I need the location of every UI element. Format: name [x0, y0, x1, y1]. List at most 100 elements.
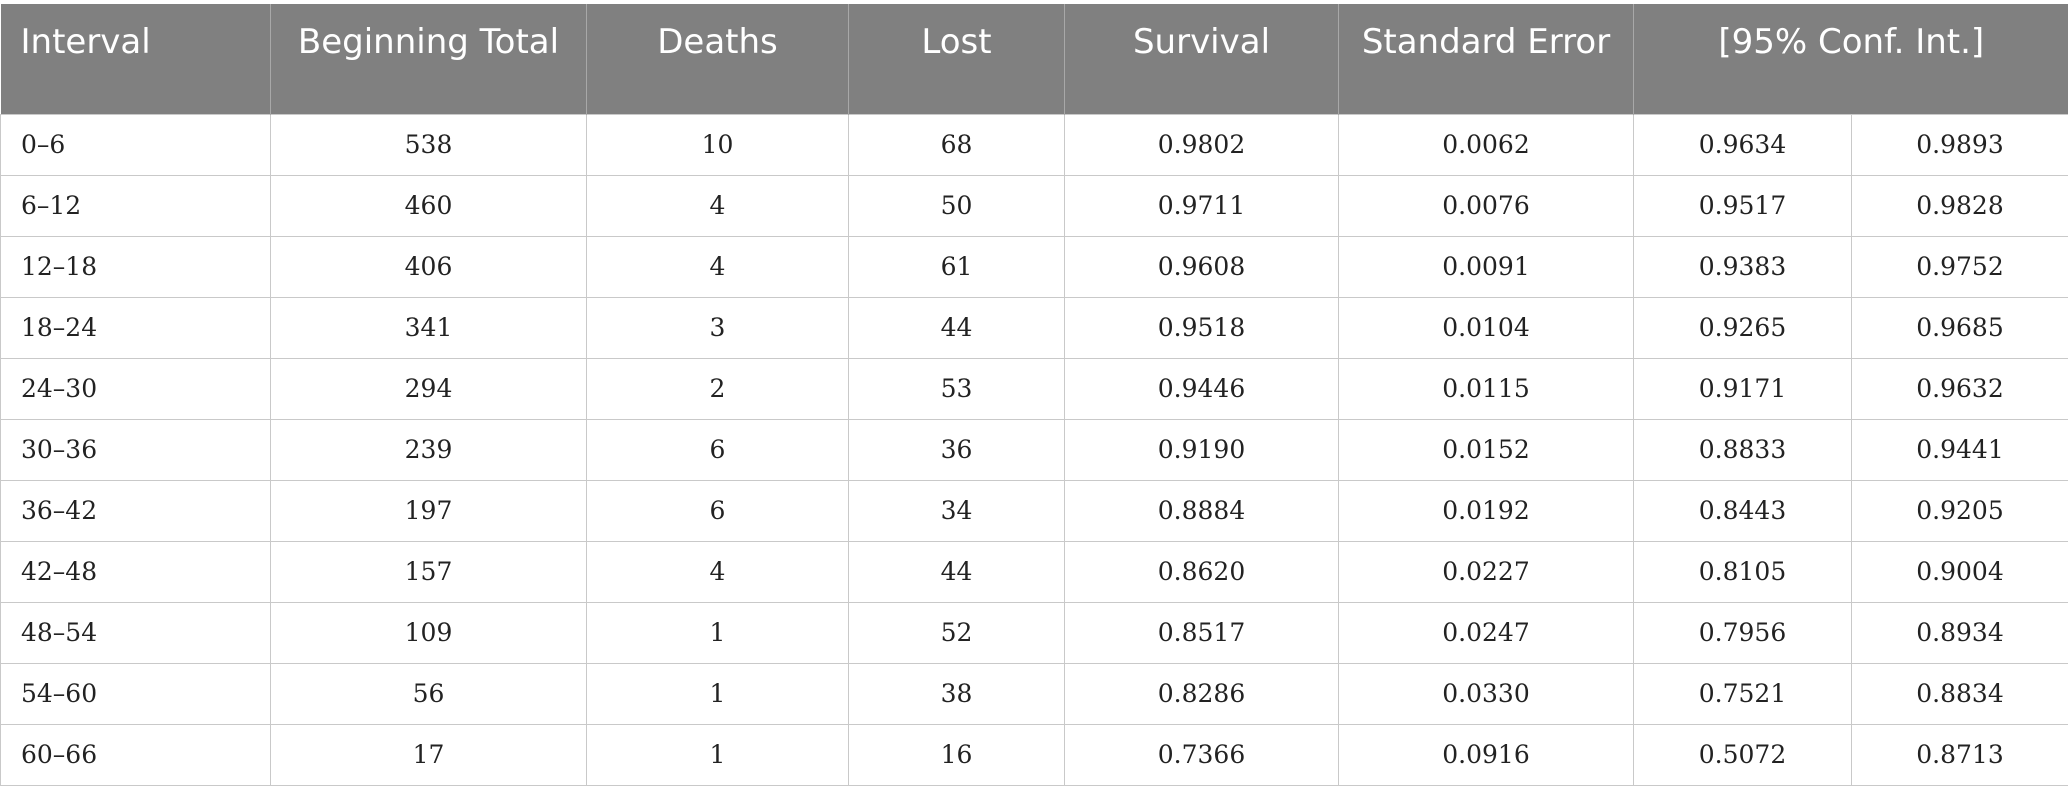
deaths-cell: 1 [586, 601, 849, 664]
conf-int-upper-cell: 0.9441 [1850, 418, 2068, 481]
interval-cell: 12–18 [0, 235, 271, 298]
conf-int-upper-cell: 0.9685 [1850, 296, 2068, 359]
standard-error-cell: 0.0330 [1338, 662, 1634, 725]
standard-error-cell: 0.0115 [1338, 357, 1634, 420]
beginning-total-cell: 294 [270, 357, 587, 420]
interval-cell: 60–66 [0, 723, 271, 786]
beginning-total-cell: 460 [270, 174, 587, 237]
deaths-cell: 1 [586, 662, 849, 725]
deaths-cell: 1 [586, 723, 849, 786]
interval-cell: 24–30 [0, 357, 271, 420]
interval-cell: 54–60 [0, 662, 271, 725]
deaths-cell: 6 [586, 418, 849, 481]
header-row: Interval Beginning Total Deaths Lost Sur… [0, 4, 2068, 114]
survival-cell: 0.8884 [1064, 479, 1339, 542]
life-table: Interval Beginning Total Deaths Lost Sur… [0, 4, 2068, 786]
survival-cell: 0.7366 [1064, 723, 1339, 786]
standard-error-cell: 0.0076 [1338, 174, 1634, 237]
lost-cell: 61 [848, 235, 1065, 298]
survival-cell: 0.8286 [1064, 662, 1339, 725]
beginning-total-cell: 56 [270, 662, 587, 725]
table-body: 0–6 538 10 68 0.9802 0.0062 0.9634 0.9893 6–12 46… [0, 113, 2068, 786]
deaths-cell: 4 [586, 540, 849, 603]
table-row: 18–24 341 3 44 0.9518 0.0104 0.9265 0.9685 [0, 296, 2068, 359]
lost-cell: 44 [848, 296, 1065, 359]
table-row: 60–66 17 1 16 0.7366 0.0916 0.5072 0.8713 [0, 723, 2068, 786]
conf-int-upper-cell: 0.8834 [1850, 662, 2068, 725]
interval-cell: 0–6 [0, 113, 271, 176]
conf-int-lower-cell: 0.9265 [1633, 296, 1852, 359]
conf-int-upper-cell: 0.8934 [1850, 601, 2068, 664]
table-row: 24–30 294 2 53 0.9446 0.0115 0.9171 0.9632 [0, 357, 2068, 420]
beginning-total-cell: 197 [270, 479, 587, 542]
lost-cell: 53 [848, 357, 1065, 420]
conf-int-lower-cell: 0.7956 [1633, 601, 1852, 664]
conf-int-upper-cell: 0.9004 [1850, 540, 2068, 603]
survival-cell: 0.9518 [1064, 296, 1339, 359]
conf-int-lower-cell: 0.9634 [1633, 113, 1852, 176]
table-row: 0–6 538 10 68 0.9802 0.0062 0.9634 0.9893 [0, 113, 2068, 176]
survival-cell: 0.8517 [1064, 601, 1339, 664]
header-beginning-total: Beginning Total [270, 4, 587, 114]
header-standard-error: Standard Error [1338, 4, 1634, 114]
deaths-cell: 4 [586, 235, 849, 298]
beginning-total-cell: 406 [270, 235, 587, 298]
beginning-total-cell: 17 [270, 723, 587, 786]
conf-int-upper-cell: 0.9632 [1850, 357, 2068, 420]
standard-error-cell: 0.0091 [1338, 235, 1634, 298]
interval-cell: 30–36 [0, 418, 271, 481]
standard-error-cell: 0.0227 [1338, 540, 1634, 603]
deaths-cell: 10 [586, 113, 849, 176]
survival-cell: 0.9190 [1064, 418, 1339, 481]
conf-int-upper-cell: 0.9752 [1850, 235, 2068, 298]
beginning-total-cell: 239 [270, 418, 587, 481]
table-row: 36–42 197 6 34 0.8884 0.0192 0.8443 0.9205 [0, 479, 2068, 542]
table-row: 48–54 109 1 52 0.8517 0.0247 0.7956 0.8934 [0, 601, 2068, 664]
lost-cell: 16 [848, 723, 1065, 786]
survival-cell: 0.9802 [1064, 113, 1339, 176]
header-deaths: Deaths [586, 4, 849, 114]
conf-int-lower-cell: 0.9171 [1633, 357, 1852, 420]
survival-cell: 0.9711 [1064, 174, 1339, 237]
conf-int-lower-cell: 0.8105 [1633, 540, 1852, 603]
lost-cell: 36 [848, 418, 1065, 481]
standard-error-cell: 0.0104 [1338, 296, 1634, 359]
interval-cell: 48–54 [0, 601, 271, 664]
conf-int-upper-cell: 0.9893 [1850, 113, 2068, 176]
conf-int-lower-cell: 0.5072 [1633, 723, 1852, 786]
conf-int-lower-cell: 0.9517 [1633, 174, 1852, 237]
table-row: 6–12 460 4 50 0.9711 0.0076 0.9517 0.9828 [0, 174, 2068, 237]
conf-int-lower-cell: 0.8443 [1633, 479, 1852, 542]
interval-cell: 18–24 [0, 296, 271, 359]
standard-error-cell: 0.0062 [1338, 113, 1634, 176]
standard-error-cell: 0.0247 [1338, 601, 1634, 664]
deaths-cell: 3 [586, 296, 849, 359]
lost-cell: 44 [848, 540, 1065, 603]
lost-cell: 50 [848, 174, 1065, 237]
conf-int-lower-cell: 0.7521 [1633, 662, 1852, 725]
lost-cell: 52 [848, 601, 1065, 664]
survival-cell: 0.9446 [1064, 357, 1339, 420]
conf-int-upper-cell: 0.9828 [1850, 174, 2068, 237]
standard-error-cell: 0.0192 [1338, 479, 1634, 542]
header-conf-int: [95% Conf. Int.] [1632, 4, 2068, 114]
standard-error-cell: 0.0916 [1338, 723, 1634, 786]
interval-cell: 42–48 [0, 540, 271, 603]
beginning-total-cell: 538 [270, 113, 587, 176]
deaths-cell: 2 [586, 357, 849, 420]
deaths-cell: 6 [586, 479, 849, 542]
conf-int-upper-cell: 0.9205 [1850, 479, 2068, 542]
header-interval: Interval [0, 4, 271, 114]
table-row: 12–18 406 4 61 0.9608 0.0091 0.9383 0.9752 [0, 235, 2068, 298]
lost-cell: 34 [848, 479, 1065, 542]
interval-cell: 36–42 [0, 479, 271, 542]
beginning-total-cell: 157 [270, 540, 587, 603]
deaths-cell: 4 [586, 174, 849, 237]
table-row: 54–60 56 1 38 0.8286 0.0330 0.7521 0.8834 [0, 662, 2068, 725]
beginning-total-cell: 341 [270, 296, 587, 359]
standard-error-cell: 0.0152 [1338, 418, 1634, 481]
conf-int-lower-cell: 0.8833 [1633, 418, 1852, 481]
beginning-total-cell: 109 [270, 601, 587, 664]
table-row: 30–36 239 6 36 0.9190 0.0152 0.8833 0.9441 [0, 418, 2068, 481]
table-row: 42–48 157 4 44 0.8620 0.0227 0.8105 0.9004 [0, 540, 2068, 603]
